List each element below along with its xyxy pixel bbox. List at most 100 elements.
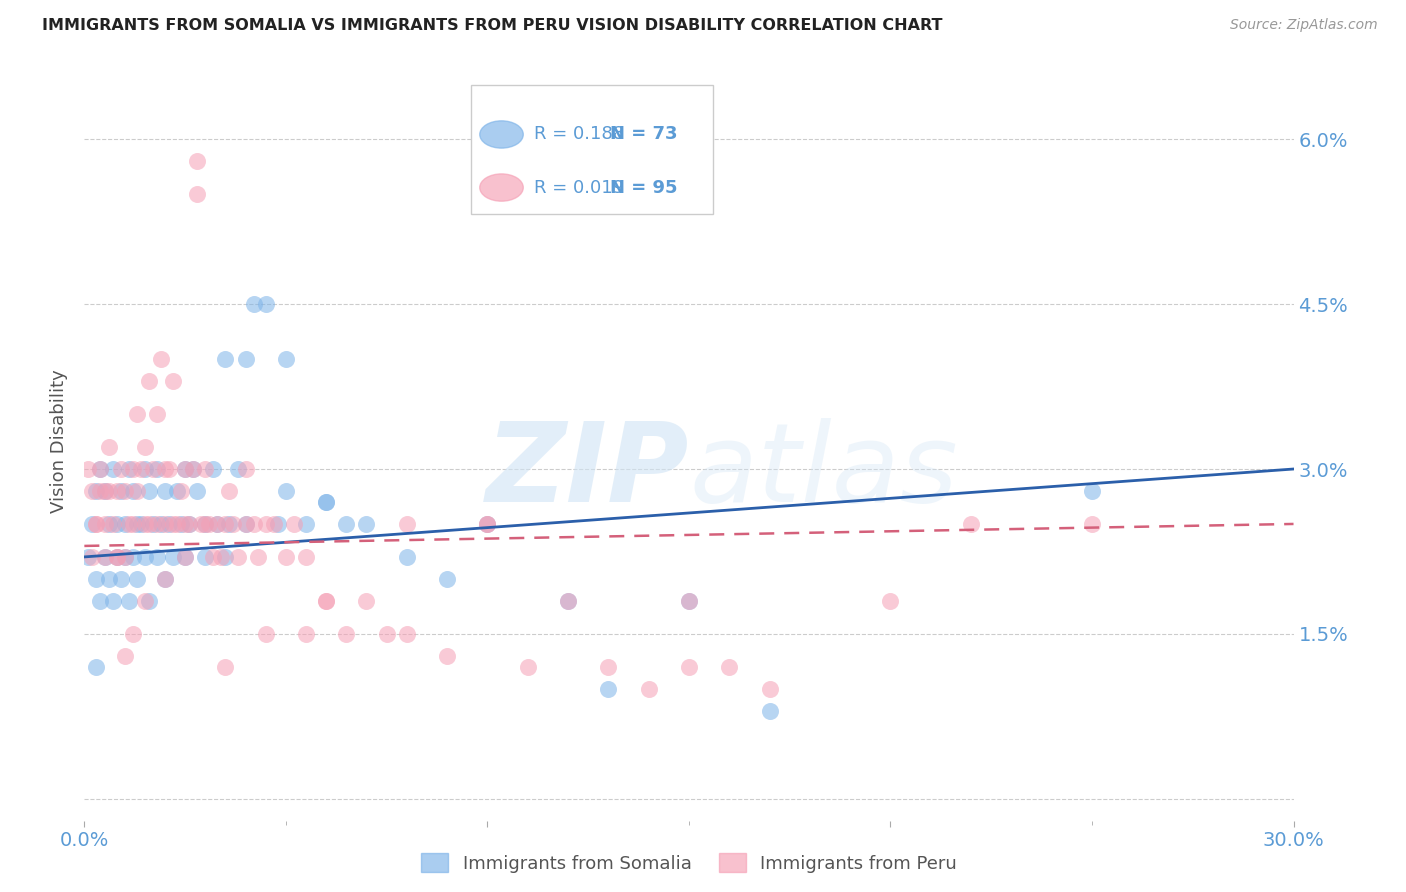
Point bbox=[125, 483, 148, 498]
Point bbox=[637, 681, 659, 696]
Point bbox=[93, 483, 115, 498]
Point bbox=[395, 516, 418, 531]
Point bbox=[142, 516, 165, 531]
Text: Source: ZipAtlas.com: Source: ZipAtlas.com bbox=[1230, 18, 1378, 32]
Point bbox=[146, 549, 169, 564]
Point bbox=[146, 516, 169, 531]
Point bbox=[77, 549, 100, 564]
Point bbox=[121, 549, 143, 564]
Point bbox=[274, 352, 297, 367]
Point bbox=[678, 594, 700, 608]
Point bbox=[138, 594, 160, 608]
Text: atlas: atlas bbox=[689, 418, 957, 525]
Point bbox=[207, 516, 229, 531]
Text: N = 73: N = 73 bbox=[610, 126, 678, 144]
Point bbox=[678, 594, 700, 608]
Point bbox=[179, 516, 201, 531]
Point bbox=[153, 572, 176, 586]
Point bbox=[129, 516, 152, 531]
Point bbox=[222, 516, 245, 531]
Point bbox=[149, 516, 172, 531]
Point bbox=[125, 407, 148, 421]
Point bbox=[129, 462, 152, 476]
Point bbox=[242, 297, 264, 311]
Point bbox=[202, 549, 225, 564]
Point bbox=[315, 495, 337, 509]
Point bbox=[146, 462, 169, 476]
Point bbox=[134, 594, 156, 608]
Point bbox=[138, 374, 160, 388]
Point bbox=[146, 407, 169, 421]
Point bbox=[105, 549, 128, 564]
Point bbox=[246, 549, 269, 564]
Point bbox=[516, 660, 538, 674]
Point bbox=[214, 660, 236, 674]
Point bbox=[110, 483, 132, 498]
Point bbox=[121, 483, 143, 498]
Point bbox=[89, 462, 111, 476]
Point bbox=[198, 516, 221, 531]
Point bbox=[235, 516, 257, 531]
Point bbox=[179, 516, 201, 531]
Point bbox=[170, 483, 193, 498]
Point bbox=[134, 549, 156, 564]
Point bbox=[235, 352, 257, 367]
Point bbox=[436, 648, 458, 663]
Point bbox=[315, 495, 337, 509]
Point bbox=[86, 660, 108, 674]
Point bbox=[138, 483, 160, 498]
Point bbox=[283, 516, 305, 531]
Point bbox=[335, 627, 357, 641]
Point bbox=[110, 572, 132, 586]
Point bbox=[758, 681, 780, 696]
Point bbox=[174, 549, 197, 564]
Point bbox=[86, 483, 108, 498]
Point bbox=[1081, 483, 1104, 498]
Point bbox=[162, 549, 184, 564]
Point bbox=[153, 572, 176, 586]
Point bbox=[718, 660, 741, 674]
Point bbox=[194, 462, 217, 476]
Point bbox=[295, 627, 318, 641]
Text: N = 95: N = 95 bbox=[610, 178, 678, 196]
Point bbox=[295, 549, 318, 564]
Point bbox=[97, 516, 120, 531]
Point bbox=[166, 516, 188, 531]
Point bbox=[879, 594, 901, 608]
Circle shape bbox=[479, 174, 523, 202]
Point bbox=[118, 594, 141, 608]
Point bbox=[960, 516, 983, 531]
Point bbox=[214, 352, 236, 367]
Point bbox=[209, 549, 232, 564]
Point bbox=[190, 516, 212, 531]
Point bbox=[218, 516, 240, 531]
Point bbox=[557, 594, 579, 608]
Point bbox=[118, 462, 141, 476]
Point bbox=[263, 516, 285, 531]
Point bbox=[157, 516, 180, 531]
Point bbox=[174, 462, 197, 476]
Point bbox=[315, 594, 337, 608]
Point bbox=[101, 594, 124, 608]
Point bbox=[101, 462, 124, 476]
Point bbox=[242, 516, 264, 531]
Point bbox=[110, 462, 132, 476]
Point bbox=[93, 483, 115, 498]
Text: IMMIGRANTS FROM SOMALIA VS IMMIGRANTS FROM PERU VISION DISABILITY CORRELATION CH: IMMIGRANTS FROM SOMALIA VS IMMIGRANTS FR… bbox=[42, 18, 942, 33]
Point bbox=[226, 462, 249, 476]
Point bbox=[105, 483, 128, 498]
Point bbox=[93, 549, 115, 564]
Point bbox=[82, 516, 104, 531]
Point bbox=[436, 572, 458, 586]
Point bbox=[153, 483, 176, 498]
Point bbox=[174, 516, 197, 531]
Point bbox=[97, 440, 120, 454]
Point bbox=[118, 516, 141, 531]
Point bbox=[125, 516, 148, 531]
Point bbox=[218, 483, 240, 498]
Point bbox=[181, 462, 204, 476]
Point bbox=[254, 627, 277, 641]
Point bbox=[274, 483, 297, 498]
Point bbox=[121, 516, 143, 531]
Point bbox=[194, 516, 217, 531]
